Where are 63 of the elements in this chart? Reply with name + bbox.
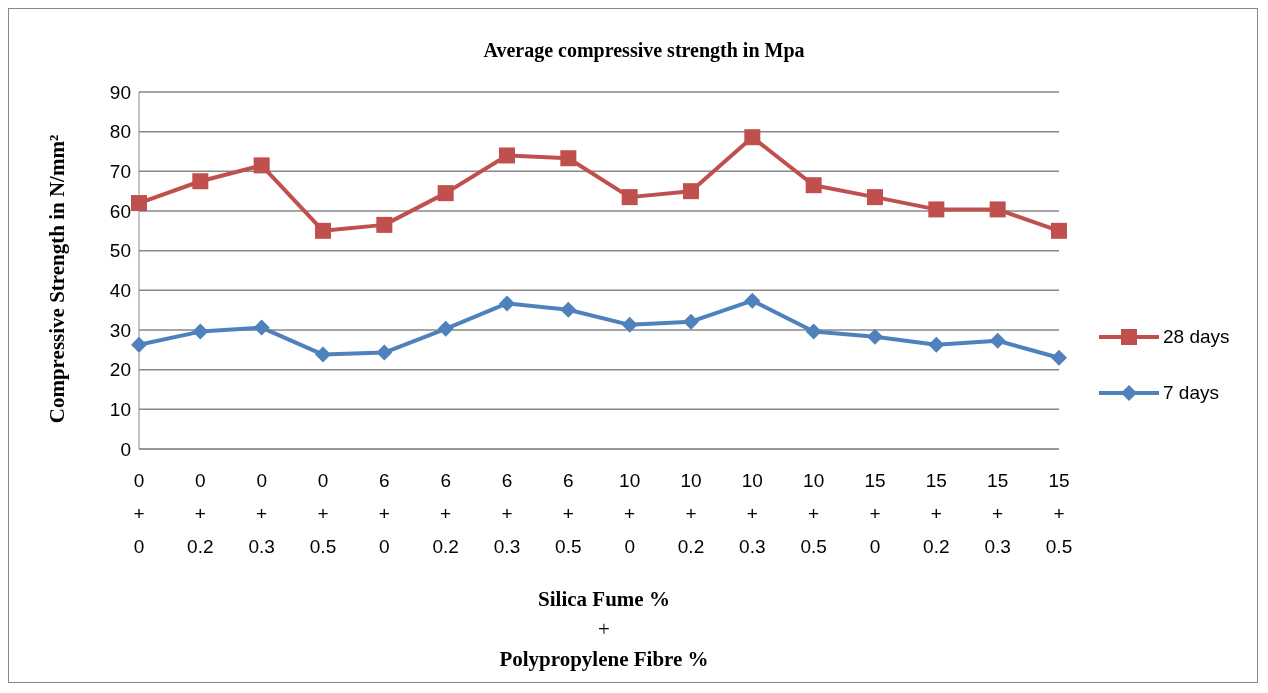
x-tick-label: 0 + 0.5 (309, 470, 337, 557)
point (253, 157, 270, 174)
x-tick-label: 0 + 0.3 (248, 470, 275, 557)
point (499, 147, 515, 164)
x-tick-label: 0 + 0.2 (187, 470, 214, 557)
x-tick-label: 6 + 0.5 (555, 470, 582, 557)
x-axis-title: Silica Fume % + Polypropylene Fibre % (498, 586, 710, 673)
point (560, 301, 577, 318)
y-tick-label: 60 (109, 200, 131, 222)
point (499, 295, 515, 312)
x-tick-label: 15 + 0.2 (923, 470, 950, 557)
point (683, 313, 699, 330)
x-tick-label: 6 + 0.2 (432, 470, 459, 557)
point (928, 201, 945, 218)
legend-label: 28 days (1163, 326, 1230, 348)
point (437, 185, 454, 202)
point (867, 189, 883, 206)
point (1051, 222, 1067, 239)
y-tick-label: 30 (109, 319, 131, 341)
y-tick-label: 0 (120, 438, 131, 460)
point (315, 222, 331, 239)
x-tick-label: 0 + 0 (133, 470, 145, 557)
x-tick-label: 15 + 0 (864, 470, 886, 557)
point (805, 177, 822, 194)
y-tick-label: 80 (109, 121, 131, 143)
point (253, 319, 270, 336)
x-tick-label: 10 + 0.2 (677, 470, 705, 557)
y-tick-label: 70 (109, 161, 131, 183)
point (376, 216, 393, 233)
point (437, 320, 454, 337)
x-tick-label: 6 + 0.3 (493, 470, 521, 557)
point (867, 328, 883, 345)
point (744, 292, 761, 309)
point (315, 346, 331, 363)
x-tick-label: 10 + 0 (619, 470, 641, 557)
chart-title: Average compressive strength in Mpa (482, 39, 806, 62)
point (928, 336, 945, 353)
point (560, 150, 577, 167)
y-tick-label: 90 (109, 81, 131, 103)
point (683, 183, 699, 200)
x-tick-label: 10 + 0.5 (800, 470, 827, 557)
point (989, 201, 1006, 218)
point (805, 323, 822, 340)
y-tick-label: 20 (109, 359, 131, 381)
point (376, 344, 393, 361)
point (744, 129, 761, 146)
y-tick-label: 10 (109, 399, 131, 421)
point (192, 323, 209, 340)
point (131, 336, 147, 353)
y-tick-label: 40 (109, 280, 131, 302)
x-tick-label: 10 + 0.3 (739, 470, 766, 557)
y-tick-label: 50 (109, 240, 131, 262)
x-tick-label: 15 + 0.5 (1045, 470, 1073, 557)
x-tick-label: 15 + 0.3 (984, 470, 1011, 557)
point (989, 332, 1006, 349)
point (192, 173, 209, 190)
legend-label: 7 days (1163, 382, 1219, 404)
point (621, 189, 638, 206)
point (1051, 349, 1067, 366)
point (131, 195, 147, 212)
point (621, 316, 638, 333)
y-axis-title: Compressive Strength in N/mm² (44, 134, 70, 424)
x-tick-label: 6 + 0 (378, 470, 390, 557)
